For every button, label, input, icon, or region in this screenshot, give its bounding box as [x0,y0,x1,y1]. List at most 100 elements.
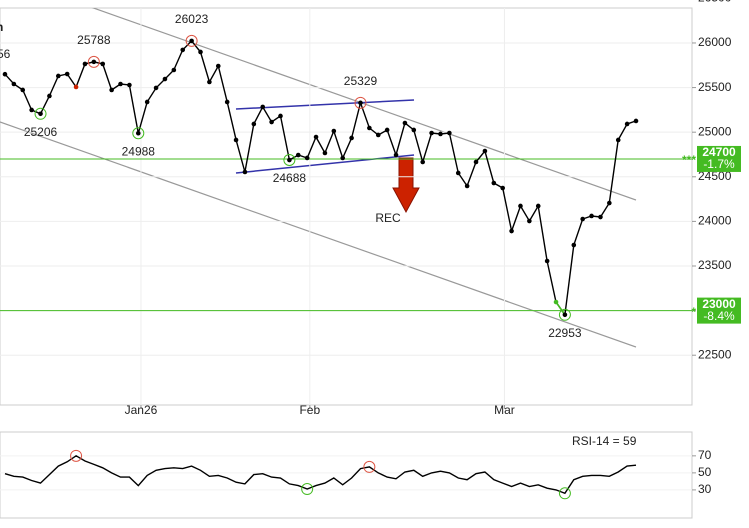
value-label: 24688 [273,171,307,185]
point [278,113,283,119]
value-label: 25788 [77,33,111,47]
point [411,127,417,133]
point [144,99,150,105]
point [527,218,532,224]
point [429,130,434,136]
y-tick-label: 25000 [698,124,732,138]
value-label: 25206 [24,125,58,139]
channel-lower [0,121,637,348]
wedge-upper [235,99,415,110]
point [358,100,363,106]
point [553,299,559,305]
price-box [697,145,741,172]
point [322,150,328,156]
point [544,258,550,264]
point [242,169,248,175]
point [29,107,34,113]
y-tick-label: 26000 [698,35,732,49]
point [82,61,88,67]
price-prefix: *** [682,153,696,167]
annotation: 56 [0,47,11,61]
chart-title: n [0,20,3,34]
point [367,125,372,131]
price-line-series [4,39,637,317]
point [91,59,97,65]
point [100,61,106,67]
point [135,130,141,136]
point [491,180,497,186]
price-change: -8.4% [703,309,735,323]
point [598,214,603,220]
y-tick-label: 26500 [698,0,732,5]
point [2,71,8,77]
x-tick-label: Jan26 [125,403,158,417]
y-tick-label: 30 [698,482,712,496]
low-circle [283,154,296,167]
point [287,157,292,163]
point [349,135,354,141]
value-label: 26023 [175,12,209,26]
annotation: REC [375,211,401,225]
point [11,81,17,87]
chart-layer: 22500 23000 23500 24000 24500 25000 25500 26000… [0,0,741,500]
y-tick-label: 22500 [698,347,732,361]
point [171,67,177,73]
green-segment [555,301,566,316]
high-circle [70,449,83,462]
point [162,76,168,82]
point [295,152,301,158]
high-circle [363,460,376,473]
low-circle [558,487,571,500]
point [73,84,79,90]
point [562,312,568,318]
point [464,183,470,189]
wedge-lower [235,154,415,174]
price-label: 24700 [702,145,736,159]
point [375,132,381,138]
point [607,200,612,206]
low-circle [34,107,47,120]
point [20,87,26,93]
y-tick-label: 24000 [698,214,732,228]
point [340,155,346,161]
main-plot-area [0,7,693,406]
point [180,47,186,53]
value-label: 25329 [344,74,378,88]
price-prefix: * [691,305,696,319]
y-tick-label: 50 [698,465,712,479]
point [215,63,221,69]
low-circle [132,127,145,140]
high-circle [185,34,198,47]
x-tick-label: Feb [299,403,320,417]
point [56,73,61,79]
point [224,99,230,105]
price-change: -1.7% [703,157,735,171]
point [260,104,266,110]
point [189,38,194,44]
point [331,128,337,134]
low-circle [558,308,571,321]
point [198,49,203,55]
high-circle [87,55,100,68]
point [118,81,123,87]
point [633,118,639,124]
point [455,170,461,176]
point [251,121,257,127]
point [473,159,479,165]
point [535,203,541,209]
point [109,87,114,93]
point [615,137,621,143]
rsi-title: RSI-14 = 59 [572,434,637,448]
point [447,130,452,136]
y-tick-label: 23500 [698,258,732,272]
point [269,119,274,125]
point [304,155,310,161]
point [624,121,630,127]
point [500,185,505,191]
price-line-series [4,454,637,495]
point [233,137,239,143]
price-label: 23000 [702,297,736,311]
point [127,82,132,88]
point [207,79,212,85]
